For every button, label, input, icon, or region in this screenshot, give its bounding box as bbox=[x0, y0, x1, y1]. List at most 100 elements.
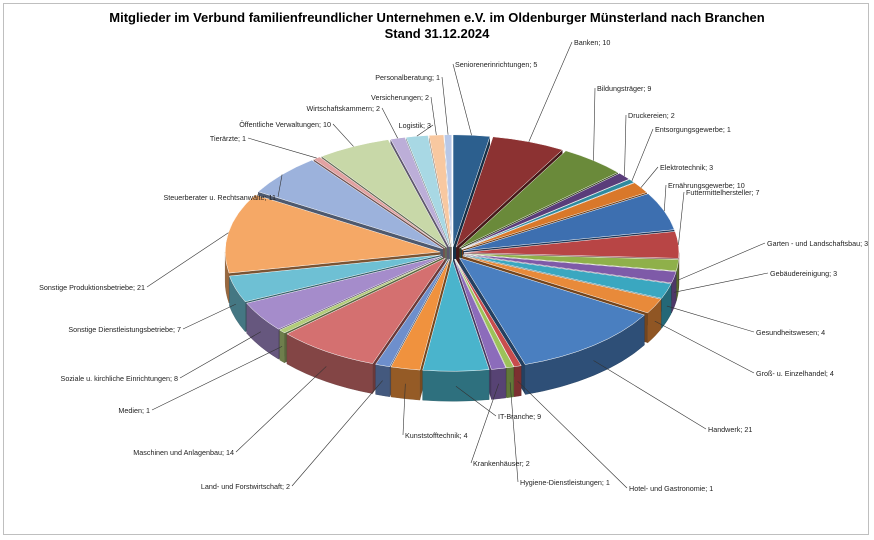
slice-label-hotel-und-gastronomie: Hotel- und Gastronomie; 1 bbox=[629, 484, 713, 493]
slice-label-handwerk: Handwerk; 21 bbox=[708, 425, 752, 434]
leader-line-wirtschaftskammern bbox=[381, 107, 398, 139]
slice-elektrotechnik bbox=[461, 182, 648, 250]
leader-line-steuerberater-u-rechtsanwaelte bbox=[277, 174, 283, 198]
leader-line-medien bbox=[151, 346, 283, 411]
slice-label-entsorgungsgewerbe: Entsorgungsgewerbe; 1 bbox=[655, 125, 731, 134]
leader-line-banken bbox=[528, 41, 573, 142]
slice-labels: Seniorenerinrichtungen; 5 Banken; 10 Bildu… bbox=[39, 38, 868, 493]
leader-line-soziale-u-kirchliche-einrichtungen bbox=[179, 331, 261, 379]
leader-line-gross-u-einzelhandel bbox=[654, 320, 755, 374]
slice-label-garten-und-landschaftsbau: Garten - und Landschaftsbau; 3 bbox=[767, 239, 868, 248]
slice-side-hygiene-dienstleistungen bbox=[506, 366, 514, 399]
leader-line-kunststofftechnik bbox=[402, 383, 406, 436]
slice-kunststofftechnik bbox=[390, 258, 450, 371]
slice-label-versicherungen: Versicherungen; 2 bbox=[371, 93, 429, 102]
slice-label-land-und-forstwirtschaft: Land- und Forstwirtschaft; 2 bbox=[201, 482, 290, 491]
leader-line-handwerk bbox=[593, 360, 707, 430]
chart-title-block: Mitglieder im Verbund familienfreundlich… bbox=[0, 10, 874, 42]
slice-label-gross-u-einzelhandel: Groß- u. Einzelhandel; 4 bbox=[756, 369, 834, 378]
slice-label-gebaeudereinigung: Gebäudereinigung; 3 bbox=[770, 269, 837, 278]
leader-line-seniorenerinrichtungen bbox=[452, 63, 472, 136]
slice-krankenhaeuser bbox=[454, 259, 507, 370]
leader-line-versicherungen bbox=[430, 96, 437, 136]
slice-label-banken: Banken; 10 bbox=[574, 38, 610, 47]
slice-label-tieraerzte: Tierärzte; 1 bbox=[210, 134, 246, 143]
slice-side-medien bbox=[279, 329, 285, 364]
slice-maschinen-und-anlagenbau bbox=[286, 257, 447, 364]
slice-label-sonstige-dienstleistungsbetriebe: Sonstige Dienstleistungsbetriebe; 7 bbox=[68, 325, 181, 334]
slice-label-sonstige-produktionsbetriebe: Sonstige Produktionsbetriebe; 21 bbox=[39, 283, 145, 292]
slice-medien bbox=[279, 256, 444, 334]
slice-label-elektrotechnik: Elektrotechnik; 3 bbox=[660, 163, 713, 172]
leader-line-krankenhaeuser bbox=[470, 383, 499, 464]
slice-sonstige-dienstleistungsbetriebe bbox=[229, 254, 441, 303]
slice-soziale-u-kirchliche-einrichtungen bbox=[246, 256, 442, 330]
slice-side-land-und-forstwirtschaft bbox=[375, 364, 390, 397]
leader-lines bbox=[146, 41, 769, 489]
slice-it-branche bbox=[422, 258, 490, 372]
leader-line-oeffentliche-verwaltungen bbox=[332, 123, 354, 147]
leader-line-sonstige-produktionsbetriebe bbox=[146, 232, 229, 288]
leader-line-ernaehrungsgewerbe bbox=[663, 184, 667, 212]
chart-title: Mitglieder im Verbund familienfreundlich… bbox=[109, 10, 765, 25]
slice-side-hotel-und-gastronomie bbox=[513, 365, 522, 397]
slice-side-kunststofftechnik bbox=[390, 366, 421, 401]
slice-hygiene-dienstleistungen bbox=[454, 258, 515, 369]
slice-land-und-forstwirtschaft bbox=[375, 258, 449, 367]
slice-ernaehrungsgewerbe bbox=[463, 193, 675, 252]
slice-label-personalberatung: Personalberatung; 1 bbox=[375, 73, 440, 82]
slice-gebaeudereinigung bbox=[463, 254, 677, 284]
slice-label-steuerberater-u-rechtsanwaelte: Steuerberater u. Rechtsanwälte; 11 bbox=[163, 193, 276, 202]
chart-subtitle: Stand 31.12.2024 bbox=[384, 26, 490, 41]
leader-line-sonstige-dienstleistungsbetriebe bbox=[182, 303, 236, 330]
slice-handwerk bbox=[458, 257, 645, 365]
leader-line-maschinen-und-anlagenbau bbox=[235, 366, 327, 453]
slice-wirtschaftskammern bbox=[390, 137, 450, 248]
slice-label-oeffentliche-verwaltungen: Öffentliche Verwaltungen; 10 bbox=[239, 120, 331, 129]
slice-garten-und-landschaftsbau bbox=[463, 253, 679, 272]
leader-line-hygiene-dienstleistungen bbox=[509, 382, 519, 483]
slice-label-medien: Medien; 1 bbox=[118, 406, 150, 415]
slice-gesundheitswesen bbox=[463, 254, 672, 299]
slice-label-hygiene-dienstleistungen: Hygiene-Dienstleistungen; 1 bbox=[520, 478, 610, 487]
leader-line-elektrotechnik bbox=[640, 166, 659, 188]
slice-label-logistik: Logistik; 3 bbox=[399, 121, 431, 130]
slice-side-krankenhaeuser bbox=[491, 367, 507, 400]
leader-line-garten-und-landschaftsbau bbox=[677, 242, 766, 281]
slice-label-druckereien: Druckereien; 2 bbox=[628, 111, 675, 120]
pie-tops bbox=[224, 134, 680, 372]
slice-seniorenerinrichtungen bbox=[452, 134, 491, 247]
slice-label-wirtschaftskammern: Wirtschaftskammern; 2 bbox=[307, 104, 381, 113]
slice-label-futtermittelhersteller: Futtermittelhersteller; 7 bbox=[686, 188, 760, 197]
leader-line-futtermittelhersteller bbox=[678, 191, 685, 245]
slice-sonstige-produktionsbetriebe bbox=[224, 194, 441, 274]
slice-banken bbox=[455, 136, 563, 248]
leader-line-land-und-forstwirtschaft bbox=[291, 380, 383, 487]
slice-label-it-branche: IT-Branche; 9 bbox=[498, 412, 541, 421]
leader-line-hotel-und-gastronomie bbox=[517, 380, 628, 489]
slice-hotel-und-gastronomie bbox=[455, 258, 522, 368]
leader-line-logistik bbox=[416, 124, 434, 137]
slice-label-seniorenerinrichtungen: Seniorenerinrichtungen; 5 bbox=[455, 60, 537, 69]
leader-line-entsorgungsgewerbe bbox=[631, 128, 654, 181]
slice-entsorgungsgewerbe bbox=[461, 179, 635, 250]
slice-tieraerzte bbox=[313, 156, 445, 249]
slice-oeffentliche-verwaltungen bbox=[321, 139, 448, 248]
slice-side-it-branche bbox=[422, 369, 490, 402]
leader-line-gebaeudereinigung bbox=[674, 272, 769, 293]
slice-label-bildungstraeger: Bildungsträger; 9 bbox=[597, 84, 651, 93]
slice-gross-u-einzelhandel bbox=[462, 255, 662, 314]
slice-label-maschinen-und-anlagenbau: Maschinen und Anlagenbau; 14 bbox=[133, 448, 234, 457]
slice-label-soziale-u-kirchliche-einrichtungen: Soziale u. kirchliche Einrichtungen; 8 bbox=[61, 374, 178, 383]
leader-line-personalberatung bbox=[441, 76, 449, 135]
slice-label-krankenhaeuser: Krankenhäuser; 2 bbox=[473, 459, 530, 468]
leader-line-bildungstraeger bbox=[593, 87, 596, 161]
slice-label-gesundheitswesen: Gesundheitswesen; 4 bbox=[756, 328, 825, 337]
leader-line-druckereien bbox=[624, 114, 627, 177]
leader-line-gesundheitswesen bbox=[666, 305, 755, 333]
slice-futtermittelhersteller bbox=[463, 231, 680, 259]
slice-label-ernaehrungsgewerbe: Ernährungsgewerbe; 10 bbox=[668, 181, 745, 190]
leader-line-it-branche bbox=[455, 385, 497, 417]
leader-line-tieraerzte bbox=[247, 137, 317, 159]
